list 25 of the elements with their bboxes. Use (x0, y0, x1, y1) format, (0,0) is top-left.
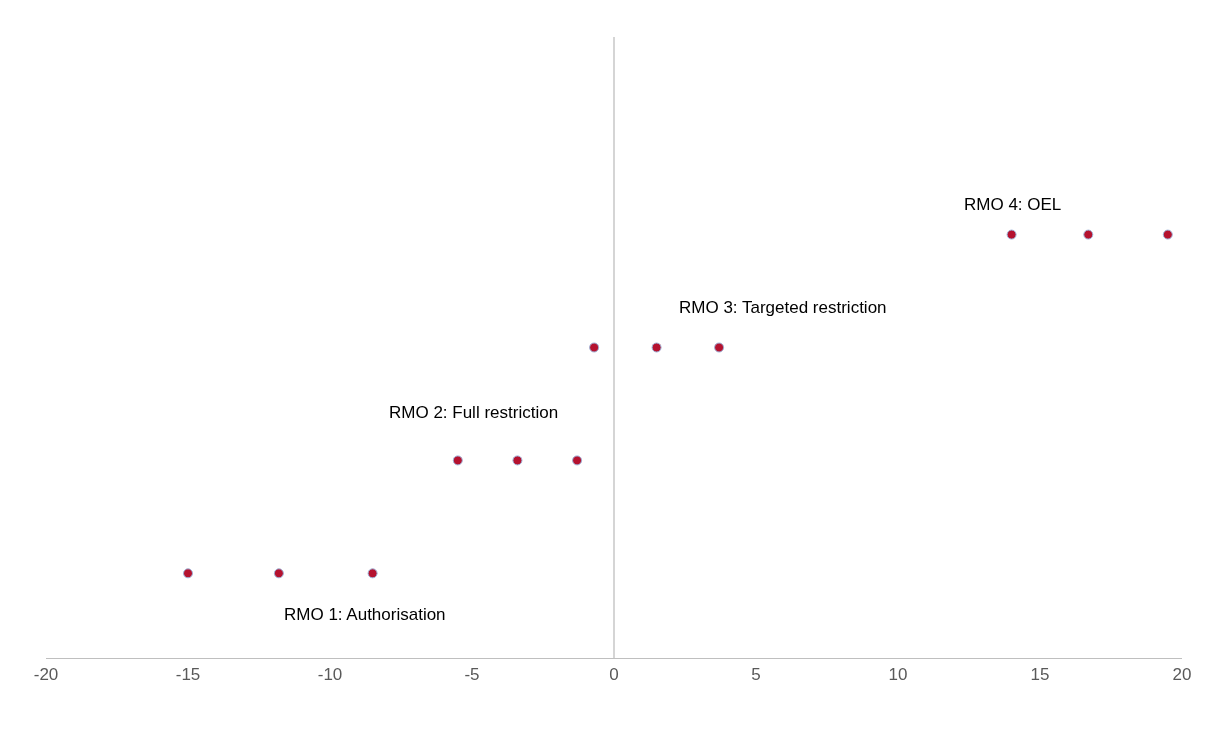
x-tick-label: -10 (317, 664, 343, 684)
x-tick-label: 5 (751, 664, 761, 684)
x-tick-label: -5 (464, 664, 480, 684)
point (651, 342, 662, 353)
point (589, 342, 600, 353)
annotation: RMO 3: Targeted restriction (679, 298, 887, 317)
point (183, 568, 193, 579)
x-tick-label: 10 (888, 664, 908, 684)
point (512, 455, 523, 466)
annotation: RMO 2: Full restriction (389, 403, 559, 422)
annotation: RMO 1: Authorisation (284, 605, 446, 624)
annotation: RMO 4: OEL (964, 195, 1062, 214)
point (273, 568, 284, 579)
point (452, 455, 463, 466)
x-tick-label: -15 (175, 664, 201, 684)
point (572, 455, 583, 466)
point (714, 342, 725, 353)
x-tick-label: 15 (1030, 664, 1050, 684)
point (367, 568, 378, 579)
x-tick-label: 20 (1172, 664, 1192, 684)
x-tick-label: 0 (609, 664, 619, 684)
point (1006, 229, 1017, 240)
x-tick-label: -20 (33, 664, 59, 684)
point (1083, 229, 1094, 240)
point (1162, 229, 1173, 240)
